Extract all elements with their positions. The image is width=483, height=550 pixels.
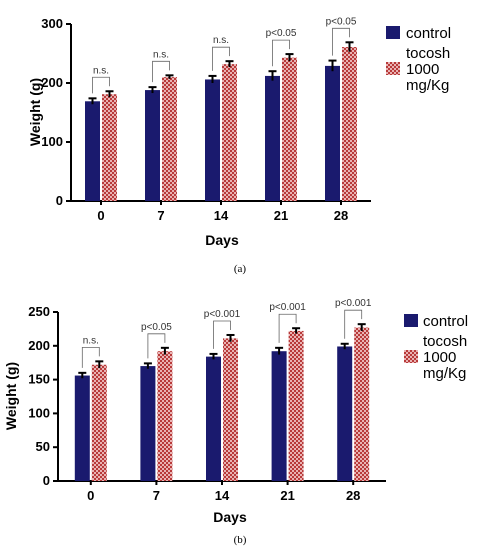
legend-label-treatment-line1: tocosh [406,45,450,62]
bar-tocosh [223,338,238,481]
significance-label: p<0.05 [266,28,297,39]
bar-control [205,79,220,201]
plot-area: 0 100 200 300 0 n.s. 7 n.s. 14 n.s. 21 p<0.05 28 p<0.… [41,16,371,223]
bar-control [74,375,90,481]
y-tick-label: 100 [41,134,63,149]
y-tick-label: 0 [43,473,50,488]
legend-label-control: control [423,313,468,330]
y-tick-label: 0 [56,193,63,208]
x-tick-label: 14 [215,488,230,503]
significance-bracket [152,60,170,83]
legend-swatch-control [404,314,418,327]
bar-control [265,75,280,201]
significance-bracket [278,313,297,343]
significance-label: n.s. [83,335,99,346]
significance-bracket [212,46,230,71]
bar-tocosh [102,94,117,201]
bar-tocosh [162,77,177,201]
legend: control tocosh 1000 mg/Kg [404,313,468,382]
bar-control [85,101,100,201]
bar-control [140,366,156,481]
y-tick-label: 200 [41,75,63,90]
significance-label: p<0.001 [335,298,372,309]
significance-bracket [213,320,231,349]
y-tick-label: 100 [28,405,50,420]
legend-label-treatment-line3: mg/Kg [423,365,466,382]
x-tick-label: 0 [97,208,104,223]
x-tick-label: 7 [153,488,160,503]
bar-control [145,90,160,201]
legend-swatch-control [386,26,400,39]
y-tick-label: 300 [41,16,63,31]
bar-tocosh [342,47,357,202]
panel-caption: (b) [234,534,247,546]
x-axis-label: Days [205,232,239,248]
x-tick-label: 14 [214,208,229,223]
x-tick-label: 21 [274,208,288,223]
chart-panel-a: Weight (g) Days 0 100 200 300 0 n.s. 7 n.s. 14 n.… [27,16,451,275]
significance-bracket [92,76,110,94]
bar-control [325,65,340,201]
significance-label: n.s. [153,49,169,60]
significance-bracket [147,333,166,359]
significance-label: p<0.05 [141,322,172,333]
bar-control [206,356,221,481]
panel-caption: (a) [234,263,247,275]
significance-label: p<0.05 [326,16,357,27]
y-tick-label: 250 [28,304,50,319]
legend-label-treatment-line2: 1000 [423,349,456,366]
y-axis-label: Weight (g) [27,78,43,146]
bar-tocosh [282,57,297,201]
x-tick-label: 28 [346,488,360,503]
significance-label: n.s. [213,35,229,46]
x-tick-label: 28 [334,208,348,223]
y-axis-label: Weight (g) [3,362,19,430]
bar-control [337,346,353,481]
bar-tocosh [288,330,304,481]
chart-panel-b: Weight (g) Days 0 50 100 150 200 250 0 n.s. 7 p<0… [3,298,468,546]
bar-tocosh [354,327,370,481]
bar-tocosh [222,64,237,202]
legend-swatch-treatment [386,62,400,75]
significance-label: p<0.001 [204,309,241,320]
significance-label: n.s. [93,65,109,76]
y-tick-label: 200 [28,338,50,353]
bar-control [271,351,287,481]
plot-area: 0 50 100 150 200 250 0 n.s. 7 p<0.05 14 p<0.001 21 p<… [28,298,386,503]
significance-label: p<0.001 [269,302,306,313]
legend: control tocosh 1000 mg/Kg [386,25,451,94]
x-axis-label: Days [213,509,247,525]
legend-swatch-treatment [404,350,418,363]
legend-label-treatment-line2: 1000 [406,61,439,78]
x-tick-label: 21 [280,488,294,503]
x-tick-label: 7 [157,208,164,223]
legend-label-treatment-line3: mg/Kg [406,77,449,94]
significance-bracket [81,346,100,368]
x-tick-label: 0 [87,488,94,503]
legend-label-control: control [406,25,451,42]
bar-tocosh [91,364,107,481]
significance-bracket [344,309,363,339]
y-tick-label: 50 [36,439,50,454]
significance-bracket [332,27,350,56]
significance-bracket [272,39,290,67]
legend-label-treatment-line1: tocosh [423,333,467,350]
y-tick-label: 150 [28,372,50,387]
bar-tocosh [157,351,173,481]
